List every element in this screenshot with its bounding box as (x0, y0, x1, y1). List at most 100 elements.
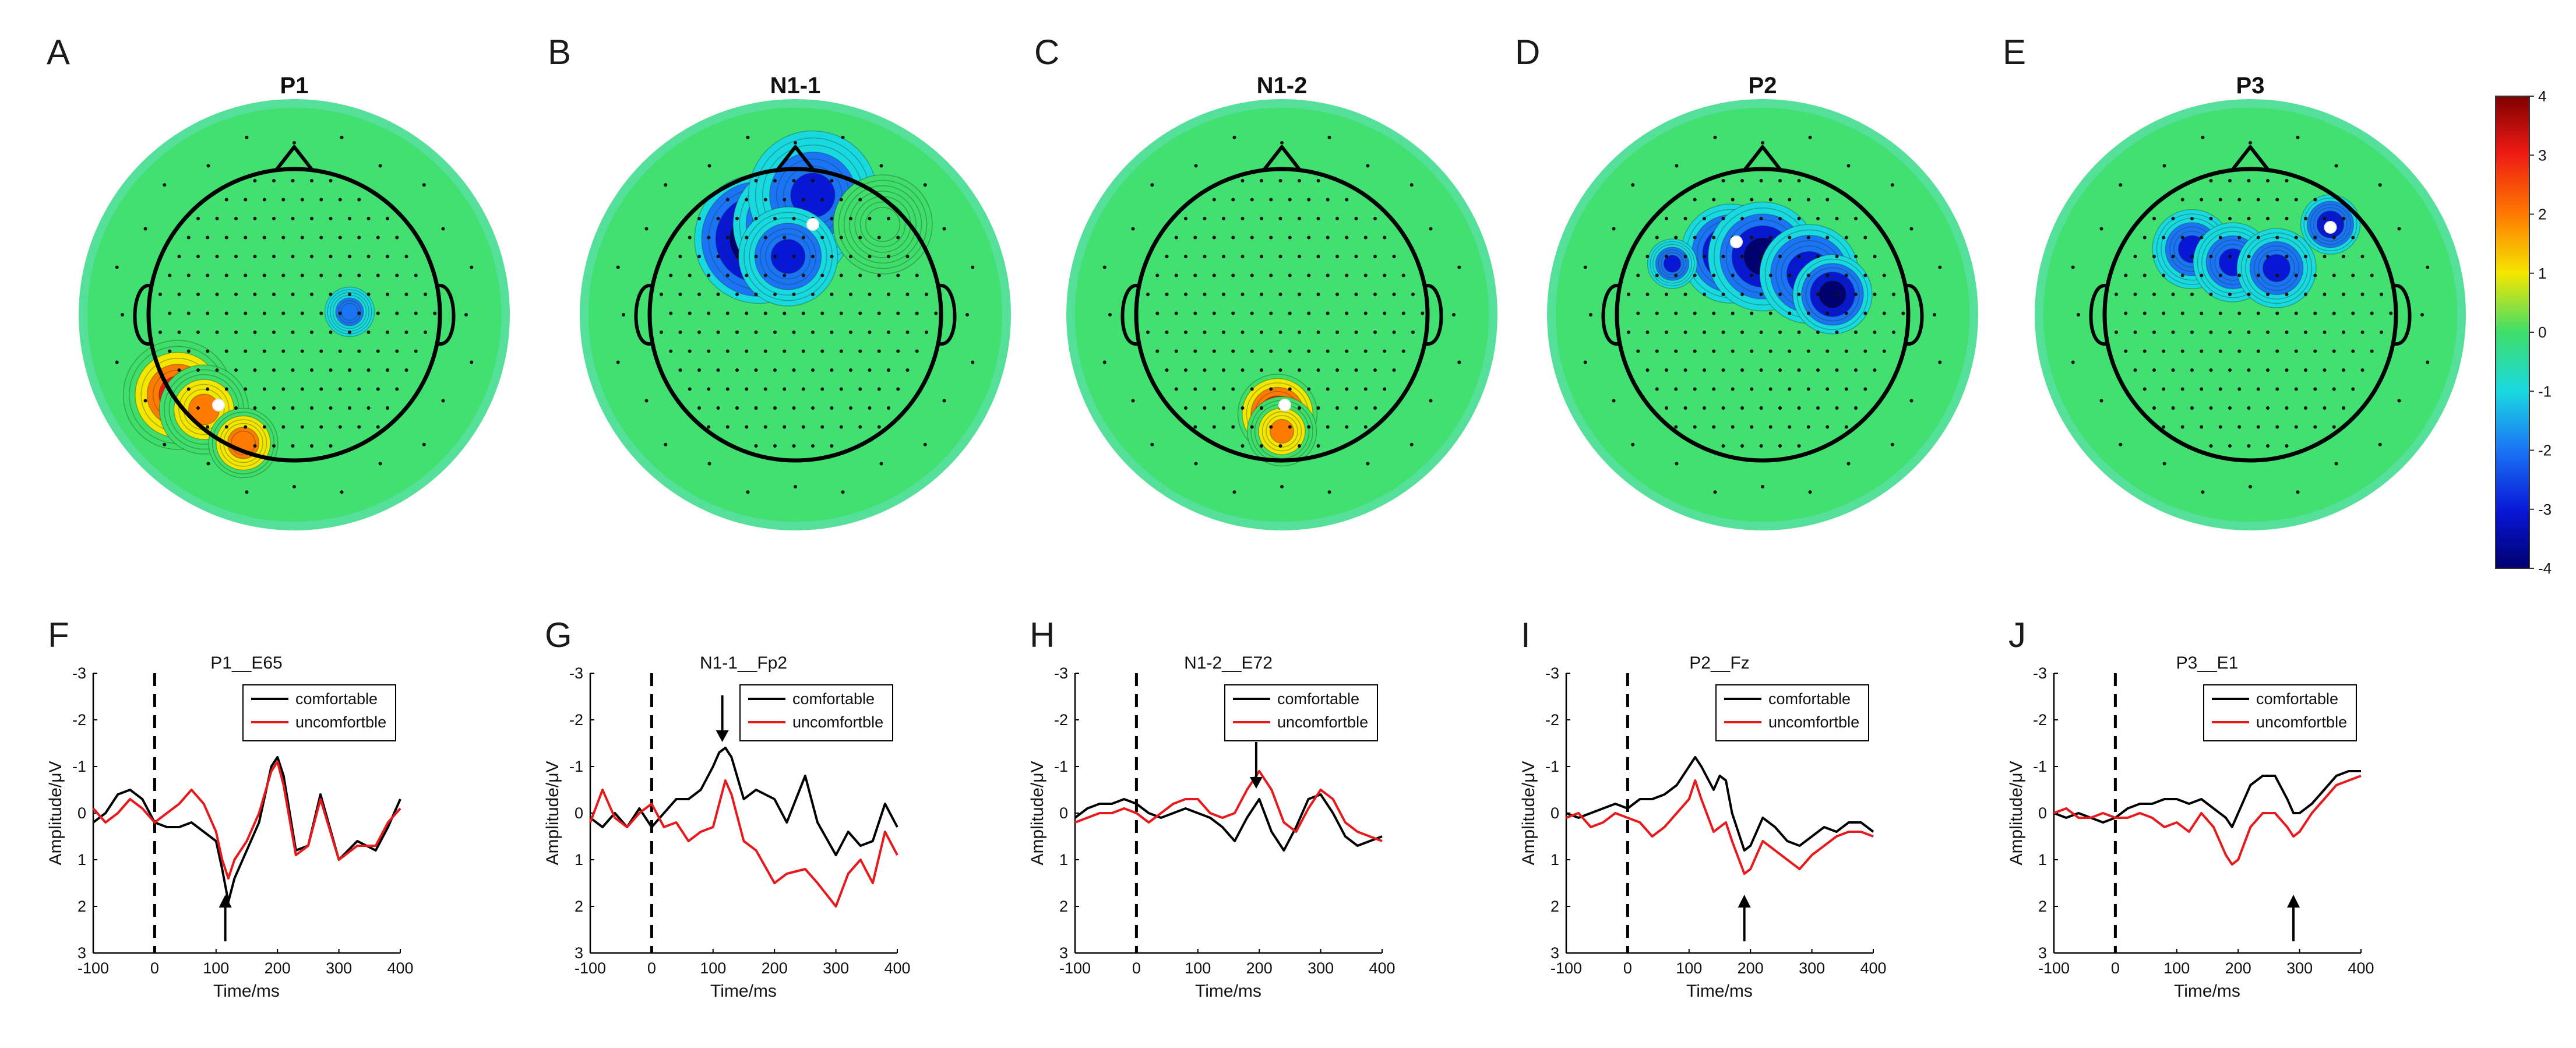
electrode-dot (2180, 425, 2184, 429)
electrode-dot (896, 387, 900, 391)
electrode-dot (773, 444, 777, 448)
electrode-dot (1184, 330, 1187, 334)
y-tick-label: -2 (2033, 711, 2047, 729)
electrode-dot (367, 293, 371, 296)
electrode-dot (735, 217, 739, 220)
electrode-dot (1788, 198, 1792, 202)
arrow-down-icon-head (1249, 777, 1263, 789)
electrode-dot (262, 235, 266, 240)
electrode-dot (329, 293, 333, 296)
electrode-dot (338, 273, 342, 277)
electrode-dot (1750, 387, 1754, 391)
y-tick-label: 0 (575, 804, 583, 822)
electrode-dot (1750, 273, 1754, 277)
electrode-dot (348, 293, 351, 296)
electrode-dot (2266, 217, 2270, 220)
electrode-dot (1326, 198, 1330, 202)
electrode-dot (2351, 311, 2355, 315)
electrode-dot (1645, 293, 1650, 296)
electrode-dot (745, 387, 749, 391)
electrode-dot (2313, 387, 2317, 391)
electrode-dot (1631, 183, 1635, 187)
electrode-dot (224, 235, 228, 240)
electrode-dot (357, 425, 361, 429)
electrode-dot (688, 235, 692, 240)
electrode-dot (143, 227, 147, 231)
electrode-dot (1232, 490, 1236, 494)
electrode-dot (745, 311, 749, 315)
electrode-dot (1693, 387, 1697, 391)
electrode-dot (1269, 387, 1273, 391)
electrode-dot (2285, 179, 2289, 182)
y-tick-label: 2 (575, 898, 583, 915)
electrode-dot (2180, 198, 2184, 202)
electrode-dot (2180, 349, 2184, 353)
legend-box (739, 684, 893, 741)
electrode-dot (424, 330, 427, 334)
electrode-dot (1826, 235, 1830, 240)
electrode-dot (2342, 330, 2345, 334)
electrode-dot (348, 255, 351, 258)
electrode-dot (1363, 311, 1368, 315)
y-tick-label: -2 (72, 711, 86, 729)
electrode-dot (1674, 425, 1678, 429)
electrode-dot (792, 217, 796, 220)
electrode-dot (1826, 349, 1830, 353)
electrode-dot (2426, 360, 2430, 364)
y-tick-label: 3 (77, 944, 86, 962)
electrode-dot (338, 198, 342, 202)
electrode-dot (1373, 368, 1377, 372)
electrode-dot (877, 235, 881, 240)
x-tick-label: -100 (575, 959, 606, 977)
electrode-dot (1703, 255, 1706, 258)
electrode-dot (2133, 330, 2137, 334)
electrode-dot (811, 330, 815, 334)
electrode-dot (1278, 179, 1282, 182)
electrode-dot (1316, 293, 1320, 296)
y-tick-label: -1 (1545, 758, 1559, 775)
electrode-dot (310, 217, 313, 220)
electrode-dot (1250, 425, 1254, 429)
electrode-dot (763, 349, 767, 353)
electrode-dot (1816, 368, 1820, 372)
electrode-dot (1203, 255, 1207, 258)
electrode-dot (754, 368, 758, 372)
electrode-dot (1693, 273, 1697, 277)
electrode-dot (433, 311, 437, 315)
electrode-dot (158, 330, 162, 334)
electrode-dot (1150, 442, 1154, 446)
electrode-dot (1429, 399, 1433, 403)
electrode-dot (2378, 183, 2382, 187)
electrode-dot (1366, 164, 1370, 168)
electrode-dot (2247, 406, 2251, 410)
electrode-dot (357, 198, 361, 202)
electrode-dot (1288, 349, 1292, 353)
electrode-dot (1241, 330, 1245, 334)
electrode-dot (1721, 255, 1725, 258)
electrode-dot (868, 368, 872, 372)
electrode-dot (1326, 387, 1330, 391)
electrode-dot (1583, 265, 1587, 269)
electrode-dot (1835, 217, 1839, 220)
electrode-dot (1316, 179, 1320, 182)
electrode-dot (2247, 293, 2251, 296)
electrode-dot (1863, 387, 1867, 391)
legend-label: uncomfortble (1277, 713, 1368, 731)
electrode-dot (2256, 235, 2260, 240)
nose-outline (1261, 145, 1302, 172)
electrode-dot (262, 311, 266, 315)
electrode-dot (1212, 387, 1216, 391)
electrode-dot (1269, 235, 1273, 240)
electrode-dot (1882, 349, 1886, 353)
electrode-dot (300, 198, 304, 202)
electrode-dot (2200, 311, 2204, 315)
electrode-dot (244, 273, 248, 277)
y-tick-label: -3 (1545, 664, 1559, 682)
electrode-dot (2162, 273, 2166, 277)
electrode-dot (1401, 311, 1405, 315)
electrode-dot (2180, 387, 2184, 391)
colorbar-tick-label: -4 (2538, 560, 2552, 577)
left-ear-outline (133, 283, 150, 346)
electrode-dot (792, 406, 796, 410)
electrode-dot (367, 368, 371, 372)
